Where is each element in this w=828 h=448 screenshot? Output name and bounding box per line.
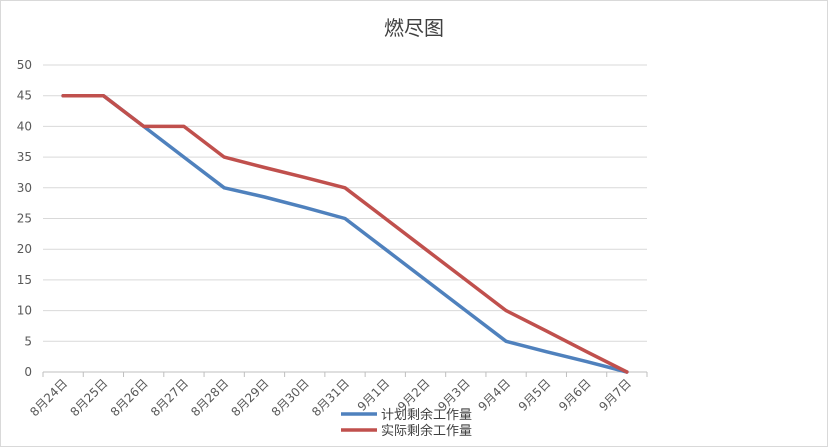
legend: 计划剩余工作量 实际剩余工作量 [341,407,472,439]
chart-title: 燃尽图 [384,16,444,40]
x-tick-label: 8月29日 [229,376,272,419]
x-tick-label: 8月24日 [27,376,70,419]
legend-label-actual: 实际剩余工作量 [381,423,472,439]
y-tick-label: 40 [17,119,32,133]
y-tick-label: 10 [17,304,32,318]
series-line-actual [61,93,629,374]
x-tick-label: 8月25日 [67,376,110,419]
legend-label-planned: 计划剩余工作量 [381,407,472,423]
x-axis-tick-labels: 8月24日8月25日8月26日8月27日8月28日8月29日8月30日8月31日… [27,376,634,419]
x-tick-label: 8月30日 [269,376,312,419]
x-tick-label: 9月6日 [556,376,594,414]
y-tick-label: 25 [17,212,32,226]
y-axis-tick-labels: 0 5 10 15 20 25 30 35 40 45 50 [17,58,32,379]
y-tick-label: 45 [17,89,32,103]
y-tick-label: 15 [17,273,32,287]
x-tick-label: 8月27日 [148,376,191,419]
y-tick-label: 30 [17,181,32,195]
x-tick-label: 9月7日 [596,376,634,414]
y-tick-label: 20 [17,242,32,256]
x-tick-label: 9月5日 [516,376,554,414]
gridlines [43,64,647,342]
x-tick-label: 8月26日 [108,376,151,419]
y-tick-label: 0 [24,365,32,379]
y-tick-label: 50 [17,58,32,72]
series-lines [61,93,629,374]
x-tick-label: 9月4日 [476,376,514,414]
y-tick-label: 35 [17,150,32,164]
series-line-planned [61,93,629,374]
x-axis [42,371,648,377]
y-tick-label: 5 [24,334,32,348]
x-tick-label: 8月28日 [188,376,231,419]
